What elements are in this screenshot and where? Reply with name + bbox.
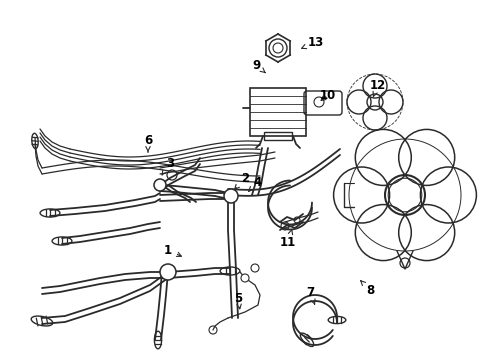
Circle shape xyxy=(224,189,238,203)
Circle shape xyxy=(154,179,166,191)
Text: 4: 4 xyxy=(249,176,262,191)
Circle shape xyxy=(251,264,259,272)
Text: 3: 3 xyxy=(162,157,174,175)
Text: 9: 9 xyxy=(252,59,265,73)
Text: 10: 10 xyxy=(320,89,336,102)
Text: 8: 8 xyxy=(361,281,374,297)
Text: 7: 7 xyxy=(306,285,315,304)
Text: 1: 1 xyxy=(164,243,181,256)
Text: 12: 12 xyxy=(370,78,386,97)
Text: 13: 13 xyxy=(302,36,324,49)
Text: 6: 6 xyxy=(144,134,152,152)
Circle shape xyxy=(160,264,176,280)
Text: 5: 5 xyxy=(234,292,242,309)
Text: 11: 11 xyxy=(280,230,296,248)
Circle shape xyxy=(241,274,249,282)
Text: 2: 2 xyxy=(235,171,249,189)
